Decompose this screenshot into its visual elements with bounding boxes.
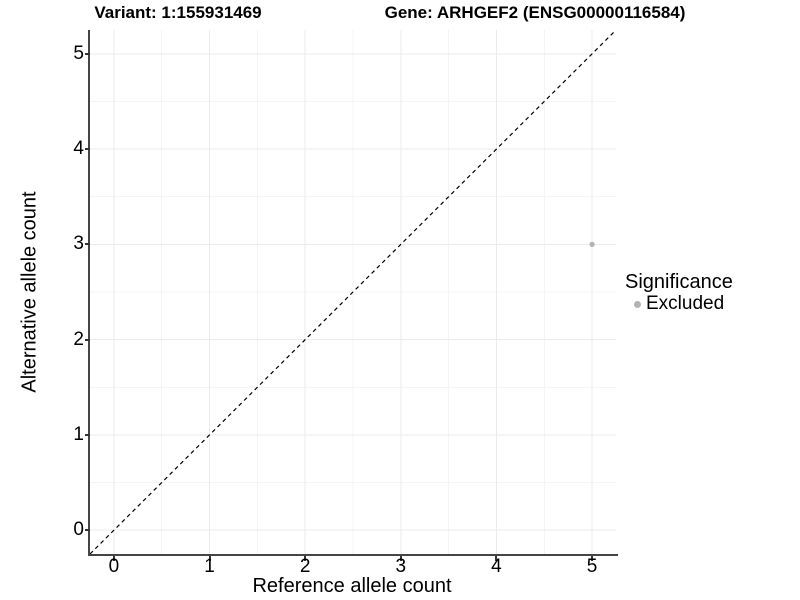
y-axis-title: Alternative allele count bbox=[18, 191, 41, 393]
y-tick-label: 4 bbox=[73, 138, 84, 160]
y-tick-mark bbox=[85, 433, 90, 436]
y-tick-label: 1 bbox=[73, 423, 84, 445]
legend-items: Excluded bbox=[625, 293, 733, 315]
x-tick-label: 0 bbox=[108, 556, 120, 577]
variant-title: Variant: 1:155931469 bbox=[94, 3, 262, 22]
y-axis-line bbox=[88, 30, 90, 556]
legend: Significance Excluded bbox=[625, 272, 733, 315]
x-tick-mark bbox=[208, 556, 211, 561]
identity-line bbox=[90, 30, 616, 554]
x-tick-label: 1 bbox=[204, 556, 215, 577]
y-tick-mark bbox=[85, 529, 90, 532]
gene-title: Gene: ARHGEF2 (ENSG00000116584) bbox=[384, 3, 686, 22]
legend-item-label: Excluded bbox=[646, 293, 725, 314]
x-tick-label: 3 bbox=[395, 556, 407, 577]
plot-panel bbox=[90, 30, 616, 554]
y-tick-mark bbox=[85, 148, 90, 151]
y-tick-label: 0 bbox=[73, 519, 84, 541]
y-tick-mark bbox=[85, 338, 90, 341]
data-point bbox=[589, 241, 595, 247]
x-tick-label: 4 bbox=[491, 556, 502, 577]
x-axis-line bbox=[88, 554, 618, 556]
x-tick-mark bbox=[304, 556, 307, 561]
y-tick-mark bbox=[85, 52, 90, 55]
x-tick-mark bbox=[495, 556, 498, 561]
x-tick-mark bbox=[112, 556, 115, 561]
x-axis-title: Reference allele count bbox=[252, 575, 452, 597]
legend-item: Excluded bbox=[634, 293, 733, 315]
y-tick-label: 2 bbox=[73, 328, 84, 350]
y-tick-label: 5 bbox=[73, 42, 84, 64]
x-tick-label: 2 bbox=[299, 556, 311, 577]
legend-point-icon bbox=[634, 300, 641, 308]
x-tick-mark bbox=[399, 556, 402, 561]
x-tick-label: 5 bbox=[586, 556, 598, 577]
x-tick-mark bbox=[591, 556, 594, 561]
y-tick-label: 3 bbox=[73, 233, 84, 255]
legend-title: Significance bbox=[625, 271, 733, 293]
y-tick-mark bbox=[85, 243, 90, 246]
plot-canvas bbox=[90, 30, 616, 554]
